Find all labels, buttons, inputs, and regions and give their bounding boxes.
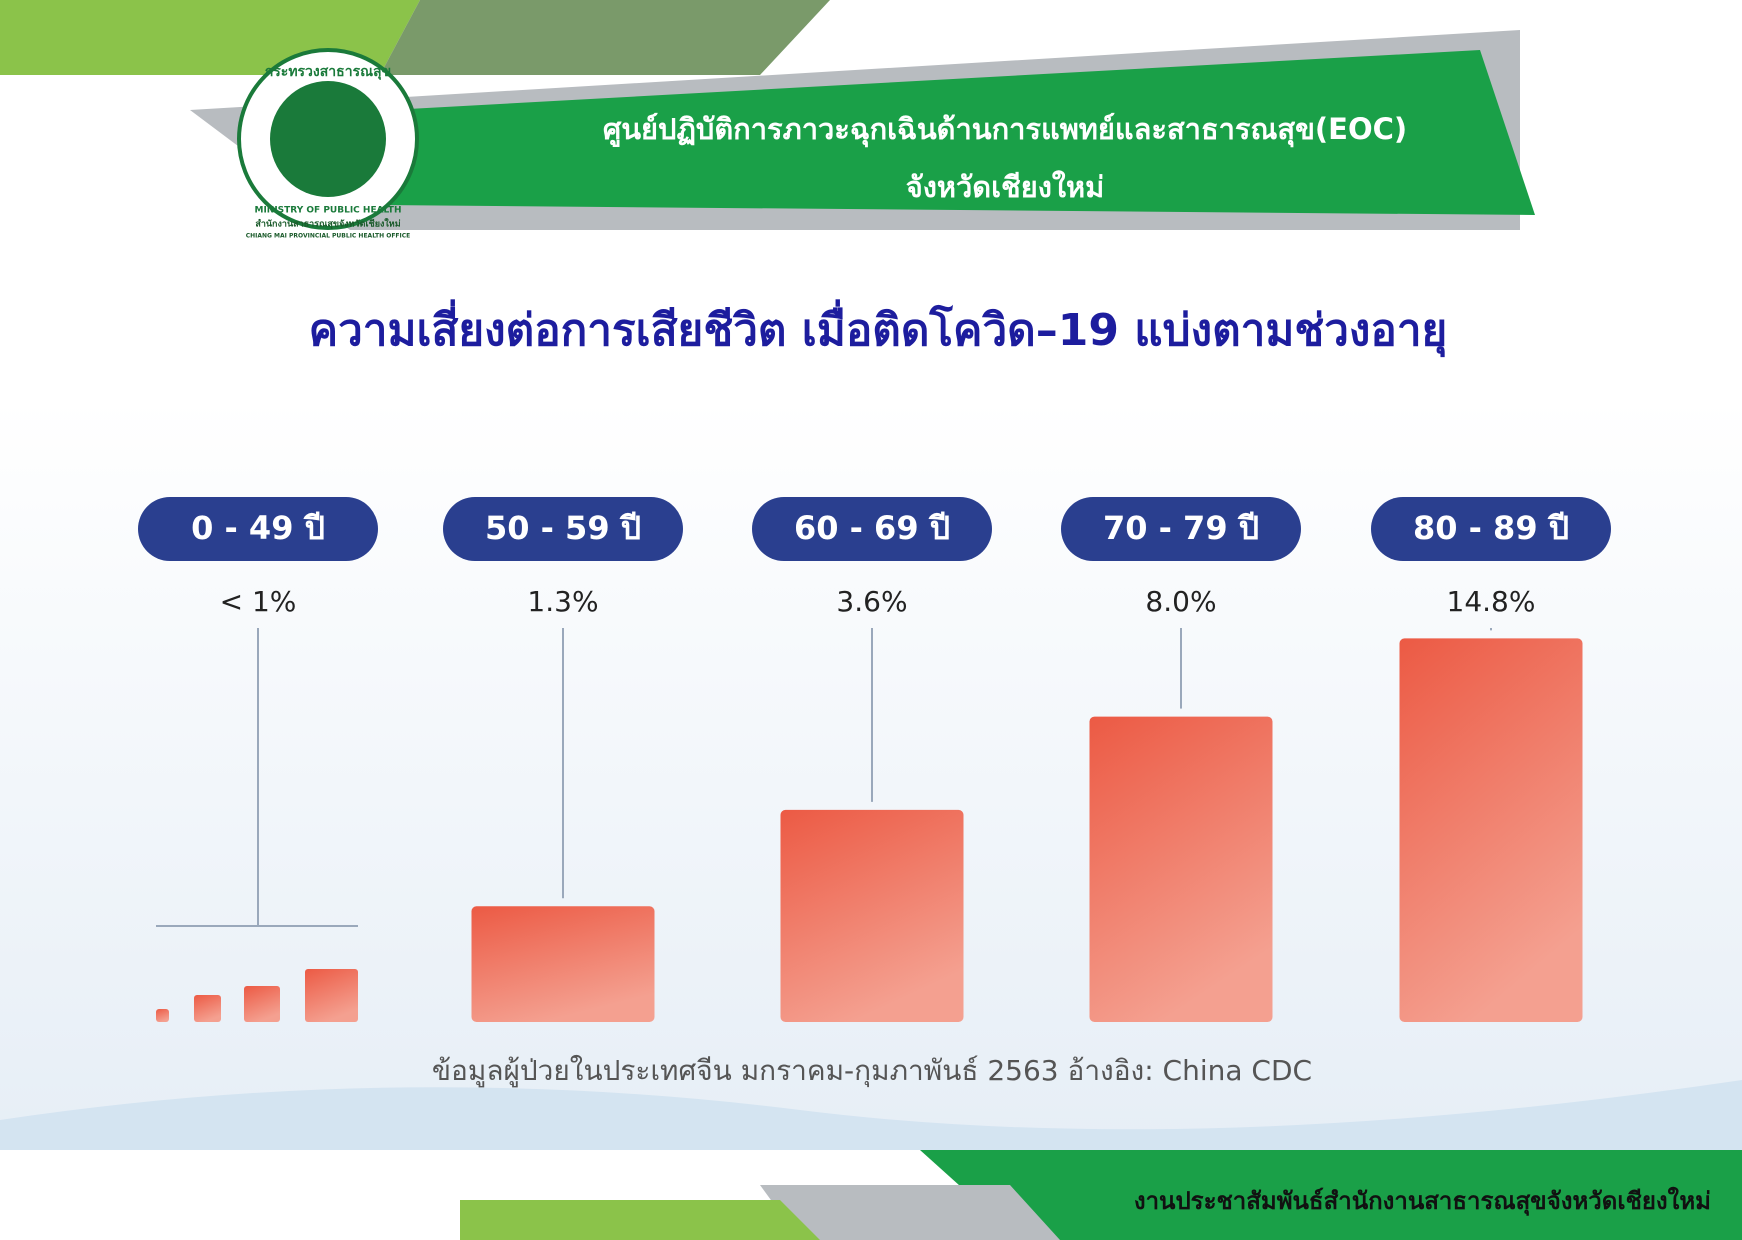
footer-text: งานประชาสัมพันธ์สำนักงานสาธารณสุขจังหวัด… [1134, 1186, 1711, 1217]
source: ข้อมูลผู้ป่วยในประเทศจีน มกราคม-กุมภาพัน… [432, 1054, 1312, 1088]
logo-center [270, 81, 386, 197]
bar [1089, 716, 1273, 1022]
category-label: 80 - 89 ปี [1413, 509, 1569, 547]
age-pill [1371, 497, 1611, 561]
age-pill [138, 497, 378, 561]
value-label: 14.8% [1447, 585, 1536, 618]
header-line: ศูนย์ปฏิบัติการภาวะฉุกเฉินด้านการแพทย์แล… [603, 112, 1407, 147]
logo-caption: สำนักงานสาธารณสุขจังหวัดเชียงใหม่ [255, 218, 400, 230]
step [156, 1009, 169, 1022]
logo-caption: CHIANG MAI PROVINCIAL PUBLIC HEALTH OFFI… [246, 233, 411, 240]
bar [1399, 638, 1583, 1022]
category-label: 60 - 69 ปี [794, 509, 950, 547]
stripe [1000, 0, 1742, 30]
bar [780, 809, 964, 1022]
category-label: 50 - 59 ปี [485, 509, 641, 547]
stripe [380, 0, 830, 75]
category-label: 0 - 49 ปี [191, 509, 325, 547]
value-label: 8.0% [1145, 585, 1216, 618]
header-band [380, 50, 1535, 215]
step [194, 995, 221, 1022]
wave [0, 1080, 1742, 1150]
footer-stripe [460, 1200, 820, 1240]
chart-title: ความเสี่ยงต่อการเสียชีวิต เมื่อติดโควิด–… [309, 299, 1448, 358]
value-label: 3.6% [836, 585, 907, 618]
age-pill [752, 497, 992, 561]
category-label: 70 - 79 ปี [1103, 509, 1259, 547]
footer-stripe [760, 1185, 1060, 1240]
bar-steps [156, 969, 358, 1022]
header-line: จังหวัดเชียงใหม่ [906, 170, 1105, 204]
step [244, 986, 280, 1022]
value-label: 1.3% [527, 585, 598, 618]
step [305, 969, 358, 1022]
bar [471, 906, 655, 1022]
value-label: < 1% [220, 585, 297, 618]
logo-text: MINISTRY OF PUBLIC HEALTH [255, 206, 402, 216]
age-pill [443, 497, 683, 561]
age-pill [1061, 497, 1301, 561]
logo-text: กระทรวงสาธารณสุข [265, 64, 391, 80]
footer-band [920, 1150, 1742, 1240]
